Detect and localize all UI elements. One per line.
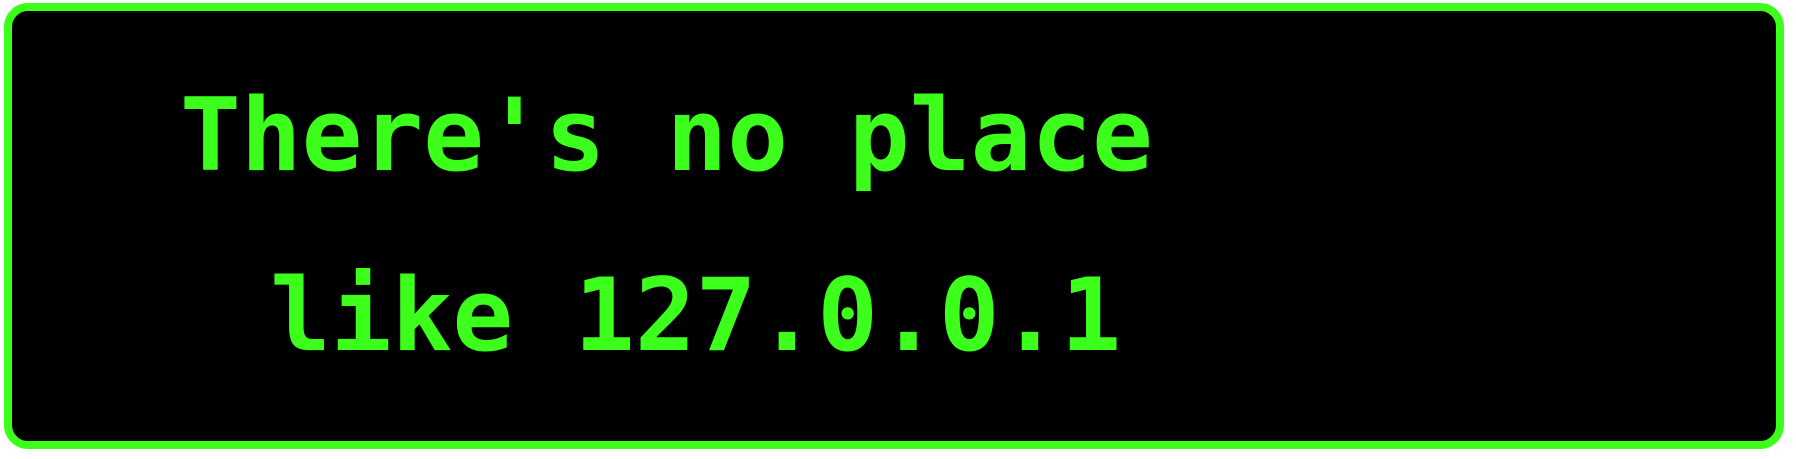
terminal-sign: There's no place like 127.0.0.1 [4,3,1784,449]
sign-text-line-2: like 127.0.0.1 [270,256,1122,374]
sign-text-line-1: There's no place [180,76,1153,194]
